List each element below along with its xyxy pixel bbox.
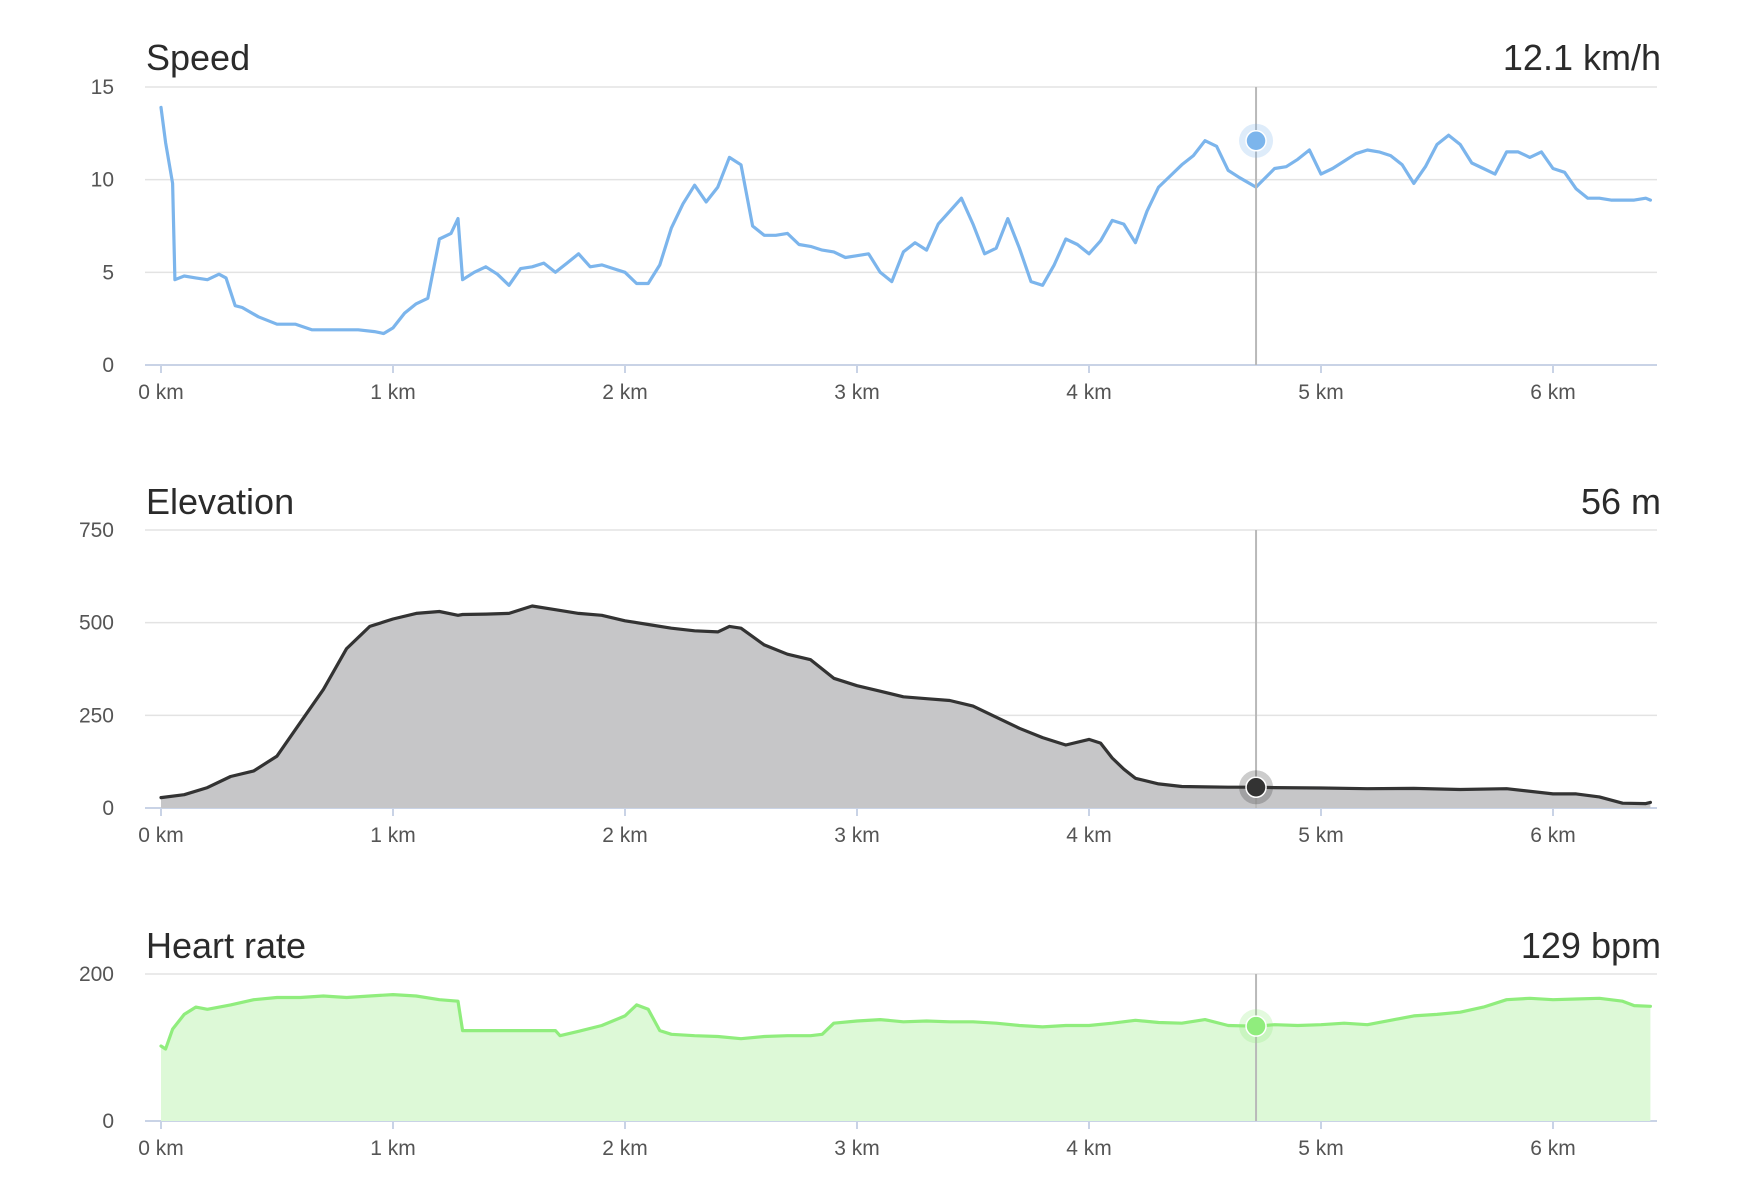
x-tick-label: 5 km bbox=[1298, 381, 1344, 404]
y-tick-label: 750 bbox=[79, 519, 114, 542]
x-tick-label: 0 km bbox=[138, 824, 184, 847]
x-tick-label: 4 km bbox=[1066, 381, 1112, 404]
hover-marker[interactable] bbox=[1245, 1015, 1267, 1037]
y-tick-label: 0 bbox=[102, 797, 114, 820]
chart-title: Heart rate bbox=[146, 925, 306, 966]
x-tick-label: 3 km bbox=[834, 824, 880, 847]
x-tick-label: 6 km bbox=[1530, 824, 1576, 847]
y-tick-label: 15 bbox=[91, 76, 114, 99]
x-tick-label: 6 km bbox=[1530, 381, 1576, 404]
speed-chart[interactable]: 0 5 10 15 0 km 1 km 2 km 3 km 4 km 5 km 6 km Speed 1… bbox=[91, 37, 1661, 404]
x-tick-label: 0 km bbox=[138, 1137, 184, 1160]
y-tick-label: 200 bbox=[79, 963, 114, 986]
elevation-chart[interactable]: 0 250 500 750 0 km 1 km 2 km 3 km 4 km 5 km 6 km El… bbox=[79, 481, 1661, 847]
elevation-series-line bbox=[159, 604, 1652, 806]
x-tick-label: 4 km bbox=[1066, 1137, 1112, 1160]
heart-rate-chart[interactable]: 0 200 0 km 1 km 2 km 3 km 4 km 5 km 6 km Heart ra… bbox=[79, 925, 1661, 1160]
x-tick-label: 2 km bbox=[602, 824, 648, 847]
x-tick-label: 5 km bbox=[1298, 1137, 1344, 1160]
y-tick-label: 500 bbox=[79, 612, 114, 635]
y-tick-label: 250 bbox=[79, 704, 114, 727]
x-tick-label: 5 km bbox=[1298, 824, 1344, 847]
hover-marker[interactable] bbox=[1245, 129, 1267, 152]
current-value-readout: 12.1 km/h bbox=[1503, 37, 1661, 78]
x-tick-label: 3 km bbox=[834, 381, 880, 404]
speed-series-line bbox=[159, 105, 1652, 336]
x-tick-label: 4 km bbox=[1066, 824, 1112, 847]
current-value-readout: 129 bpm bbox=[1521, 925, 1661, 966]
hover-marker[interactable] bbox=[1245, 776, 1267, 798]
x-tick-label: 3 km bbox=[834, 1137, 880, 1160]
x-tick-label: 1 km bbox=[370, 1137, 416, 1160]
elevation-area-fill bbox=[161, 606, 1651, 808]
heart-rate-series-line bbox=[159, 993, 1652, 1051]
x-tick-label: 2 km bbox=[602, 381, 648, 404]
chart-title: Speed bbox=[146, 37, 250, 78]
x-tick-label: 6 km bbox=[1530, 1137, 1576, 1160]
y-tick-label: 0 bbox=[102, 1110, 114, 1133]
x-tick-label: 1 km bbox=[370, 824, 416, 847]
x-tick-label: 1 km bbox=[370, 381, 416, 404]
x-tick-label: 0 km bbox=[138, 381, 184, 404]
x-tick-label: 2 km bbox=[602, 1137, 648, 1160]
y-tick-label: 0 bbox=[102, 354, 114, 377]
y-tick-label: 5 bbox=[102, 261, 114, 284]
chart-title: Elevation bbox=[146, 481, 294, 522]
y-tick-label: 10 bbox=[91, 169, 114, 192]
current-value-readout: 56 m bbox=[1581, 481, 1661, 522]
